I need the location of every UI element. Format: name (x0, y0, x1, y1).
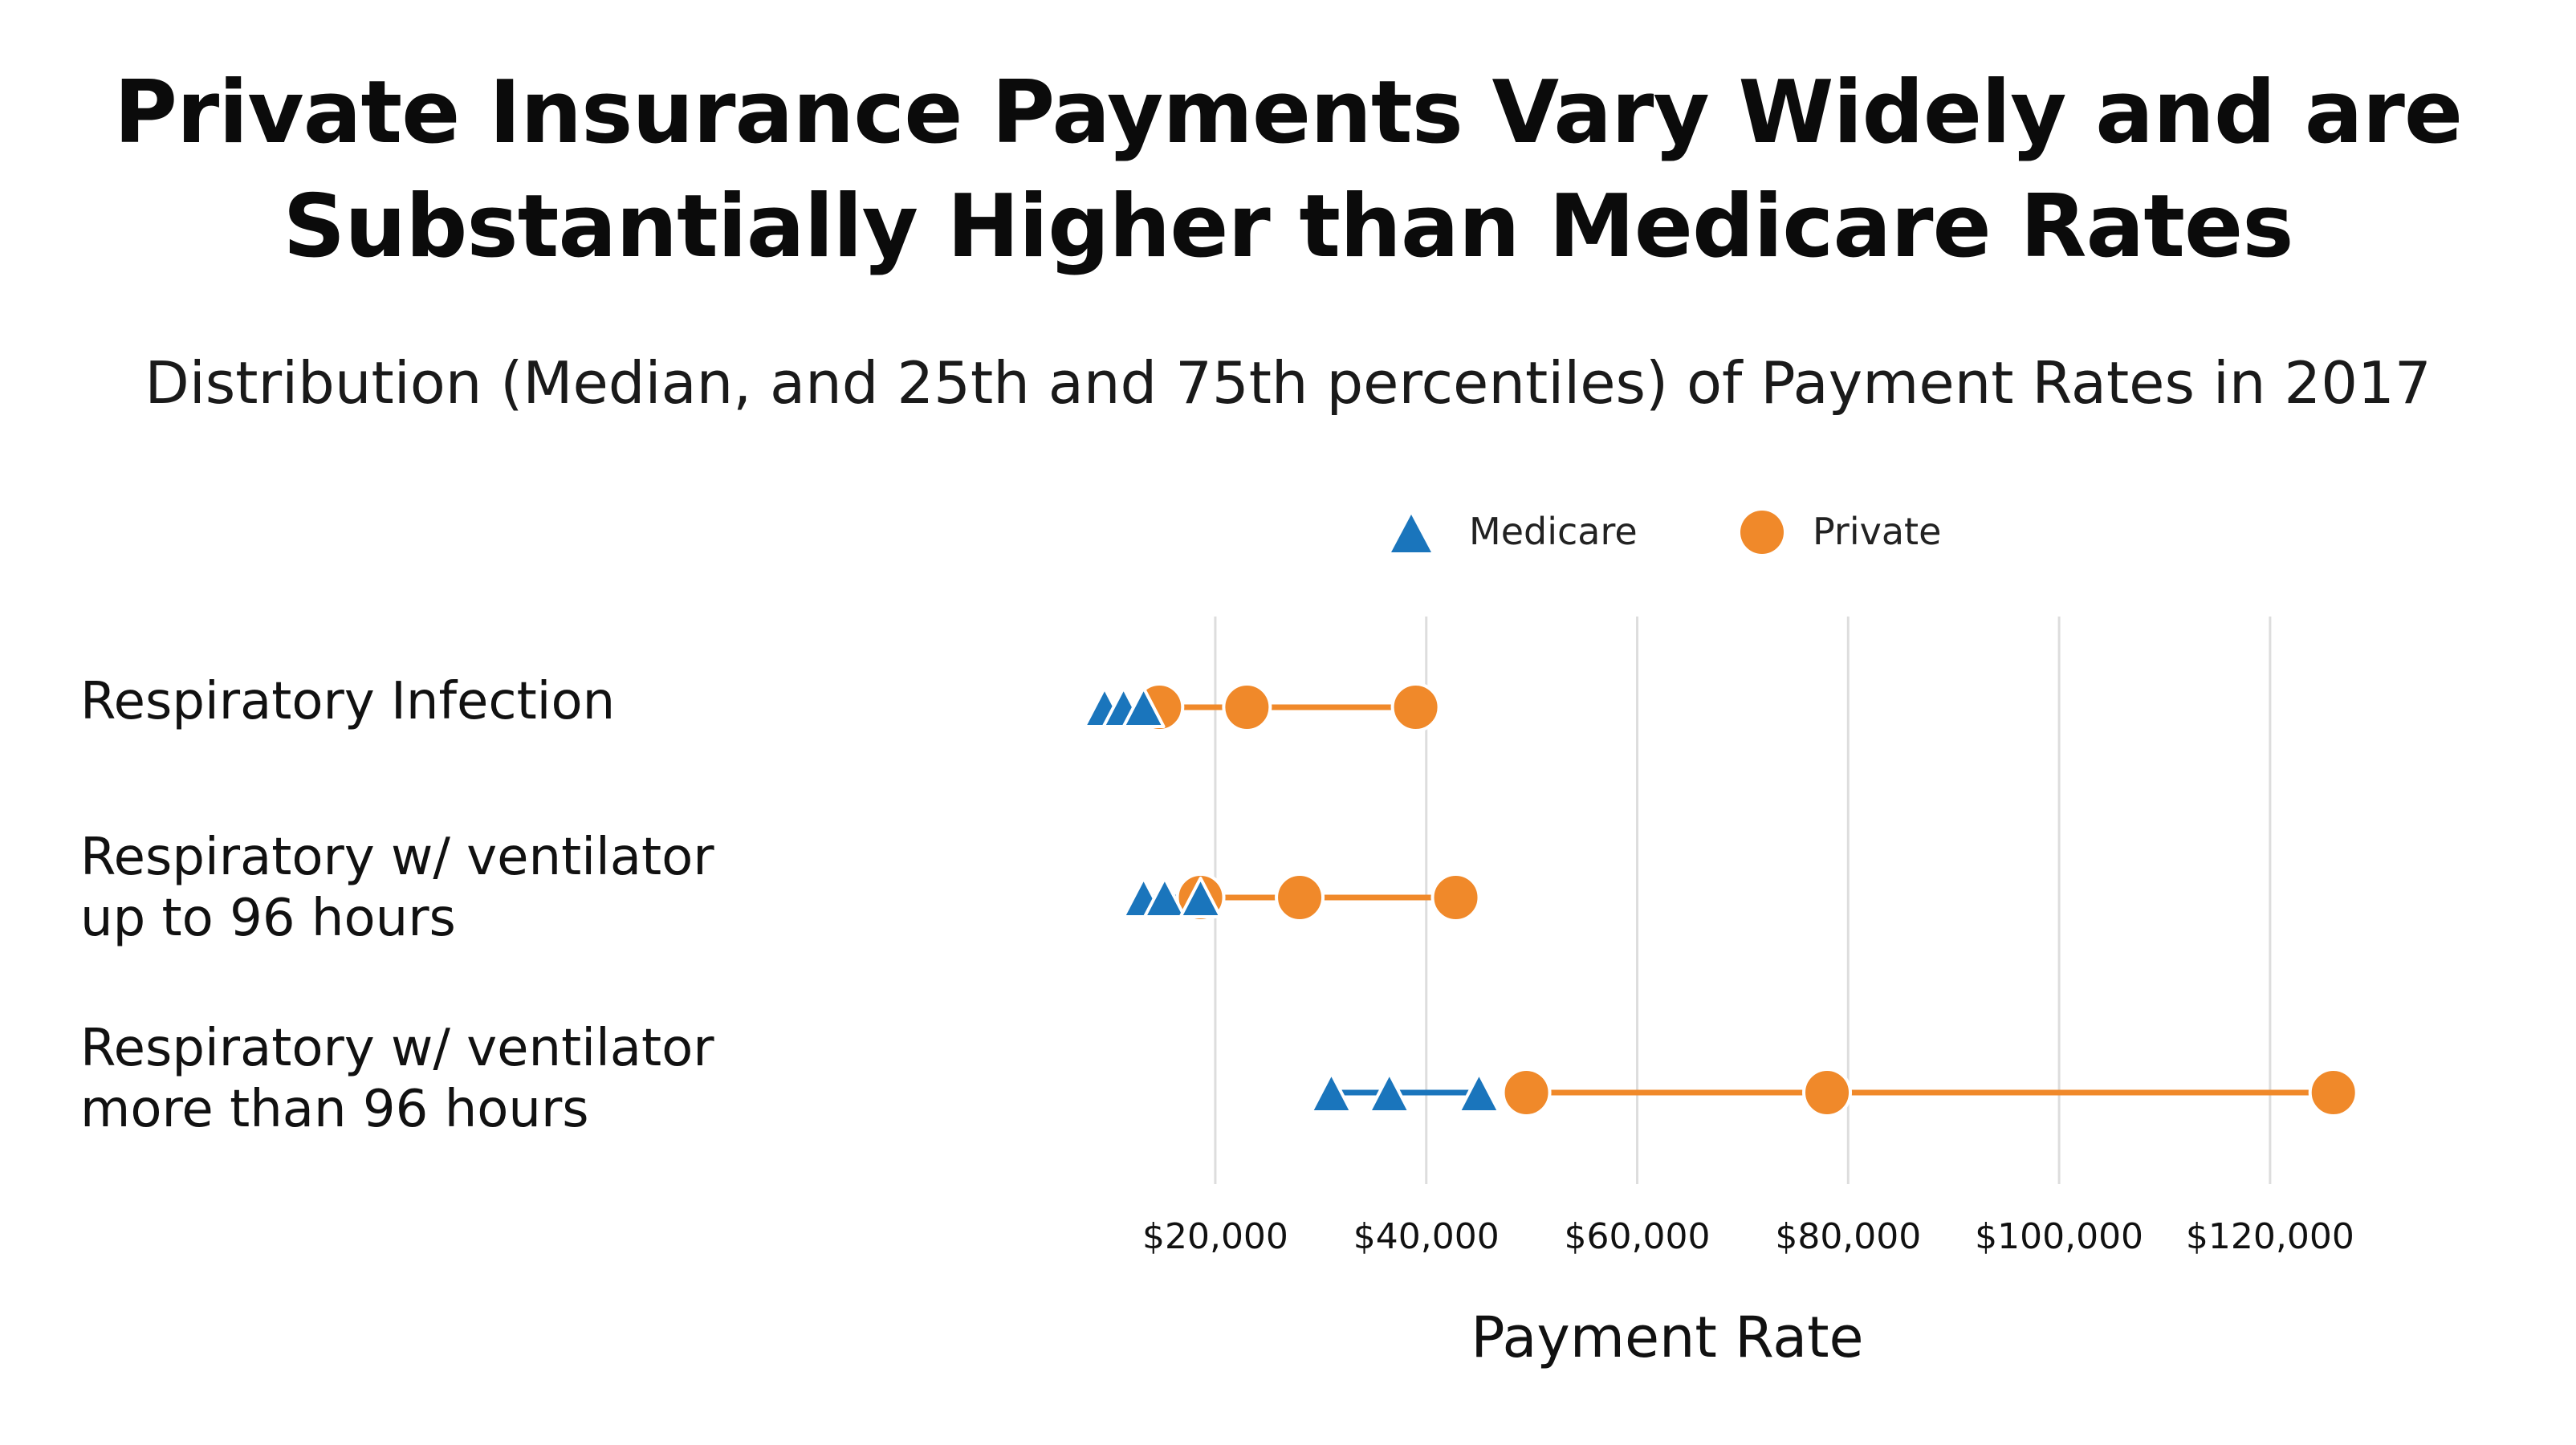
x-axis-ticks: $20,000 $40,000 $60,000 $80,000 $100,000 $120… (1142, 1216, 2354, 1257)
private-point (2308, 1068, 2358, 1117)
legend-private-circle-icon (1740, 511, 1784, 554)
legend-private-label: Private (1813, 510, 1941, 553)
private-point (1501, 1068, 1552, 1117)
private-point (1802, 1068, 1853, 1117)
x-axis-title: Payment Rate (1471, 1305, 1863, 1370)
chart-title: Private Insurance Payments Vary Widely a… (0, 56, 2576, 284)
medicare-point (1309, 1072, 1353, 1113)
medicare-point (1121, 686, 1166, 728)
private-point (1275, 873, 1325, 922)
category-label-line: Respiratory Infection (80, 672, 616, 731)
category-label-ventilator-up-to-96: Respiratory w/ ventilator up to 96 hours (80, 827, 883, 949)
x-tick-label: $100,000 (1975, 1216, 2143, 1257)
x-tick-label: $40,000 (1353, 1216, 1500, 1257)
category-label-respiratory-infection: Respiratory Infection (80, 671, 883, 732)
category-label-line: up to 96 hours (80, 889, 456, 948)
category-label-line: Respiratory w/ ventilator (80, 1019, 714, 1078)
chart-subtitle: Distribution (Median, and 25th and 75th … (144, 349, 2432, 417)
legend-medicare-label: Medicare (1469, 510, 1638, 553)
medicare-point (1367, 1072, 1411, 1113)
chart-title-line-1: Private Insurance Payments Vary Widely a… (113, 63, 2463, 163)
medicare-point (1142, 877, 1186, 918)
category-label-line: Respiratory w/ ventilator (80, 828, 714, 887)
category-label-ventilator-more-than-96: Respiratory w/ ventilator more than 96 h… (80, 1018, 883, 1140)
data-markers (1082, 682, 2358, 1117)
x-tick-label: $60,000 (1565, 1216, 1711, 1257)
chart-title-line-2: Substantially Higher than Medicare Rates (283, 177, 2293, 277)
private-point (1390, 682, 1441, 732)
private-point (1222, 682, 1272, 732)
x-tick-label: $120,000 (2186, 1216, 2354, 1257)
legend: Medicare Private (1391, 510, 1941, 554)
x-tick-label: $80,000 (1775, 1216, 1921, 1257)
legend-medicare-triangle-icon (1391, 515, 1431, 552)
medicare-point (1457, 1072, 1501, 1113)
medicare-point (1178, 877, 1223, 918)
private-point (1430, 873, 1481, 922)
category-label-line: more than 96 hours (80, 1080, 589, 1139)
x-tick-label: $20,000 (1142, 1216, 1288, 1257)
